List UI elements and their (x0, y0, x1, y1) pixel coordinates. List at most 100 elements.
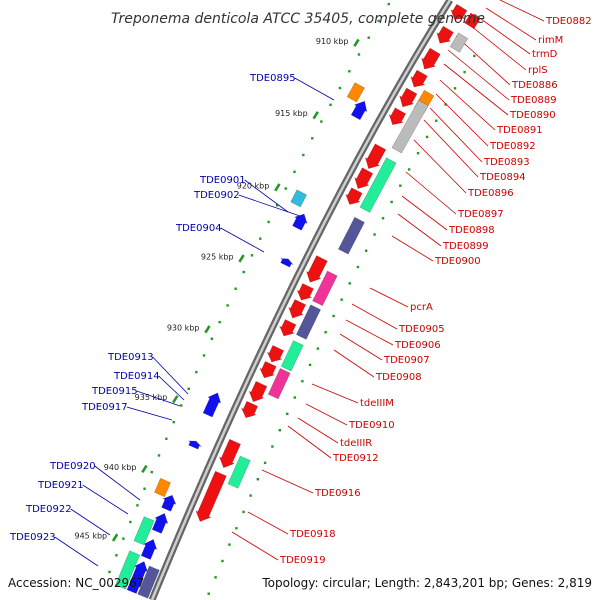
tick-dot (348, 70, 351, 73)
blue-gene-arrow (292, 213, 308, 231)
tick-dot (242, 510, 245, 514)
kbp-tick-label: 940 kbp (104, 463, 137, 472)
blue-gene-arrow (202, 392, 222, 418)
gene-label-tde0915[interactable]: TDE0915 (91, 386, 138, 397)
kbp-tick-mark (238, 254, 245, 263)
gene-label-tde0907[interactable]: TDE0907 (383, 355, 430, 366)
gene-label-tde0912[interactable]: TDE0912 (332, 453, 379, 464)
feature-block (312, 270, 338, 306)
kbp-tick-mark (312, 111, 319, 120)
gene-label-tde0916[interactable]: TDE0916 (314, 488, 361, 499)
gene-label-tde0905[interactable]: TDE0905 (398, 324, 445, 335)
leader-line (339, 333, 383, 361)
feature-block (133, 516, 155, 546)
kbp-tick-label: 910 kbp (316, 37, 349, 46)
gene-label-tde0894[interactable]: TDE0894 (479, 172, 526, 183)
gene-label-tde0901[interactable]: TDE0901 (199, 175, 246, 186)
gene-label-tdeiiir[interactable]: tdeIIIR (340, 438, 372, 449)
gene-label-tde0896[interactable]: TDE0896 (467, 188, 514, 199)
leader-line (70, 508, 111, 536)
leader-line (287, 425, 332, 459)
gene-label-tde0918[interactable]: TDE0918 (289, 529, 336, 540)
leader-line (397, 213, 442, 247)
gene-label-tde0897[interactable]: TDE0897 (457, 209, 504, 220)
gene-label-tde0914[interactable]: TDE0914 (113, 371, 160, 382)
tick-dot (387, 2, 390, 6)
leader-line (455, 35, 511, 86)
tick-dot (311, 137, 314, 140)
gene-label-tde0913[interactable]: TDE0913 (107, 352, 154, 363)
feature-block (295, 304, 322, 340)
feature-block (449, 32, 469, 53)
gene-label-tde0900[interactable]: TDE0900 (434, 256, 481, 267)
leader-line (465, 21, 527, 71)
gene-label-rimm[interactable]: rimM (538, 35, 563, 46)
gene-label-tde0904[interactable]: TDE0904 (175, 223, 222, 234)
gene-label-tde0923[interactable]: TDE0923 (9, 532, 56, 543)
leader-line (405, 171, 457, 215)
gene-label-trmd[interactable]: trmD (532, 49, 558, 60)
gene-label-tde0920[interactable]: TDE0920 (49, 461, 96, 472)
red-gene-arrow (218, 438, 241, 469)
tick-dot (143, 487, 146, 490)
gene-label-tde0898[interactable]: TDE0898 (448, 225, 495, 236)
gene-label-tde0882[interactable]: TDE0882 (545, 16, 592, 27)
gene-labels: TDE0895 TDE0901 TDE0902 TDE0904 TDE0913 TDE09… (9, 16, 592, 566)
tick-dot (381, 217, 385, 220)
tick-dot (259, 237, 262, 240)
gene-label-pcra[interactable]: pcrA (410, 302, 433, 313)
gene-label-tde0902[interactable]: TDE0902 (193, 190, 240, 201)
tick-dot (136, 504, 139, 507)
tick-dot (390, 200, 393, 204)
leader-line (485, 7, 537, 41)
gene-label-tde0886[interactable]: TDE0886 (511, 80, 558, 91)
gene-label-tde0890[interactable]: TDE0890 (509, 110, 556, 121)
tick-dot (267, 220, 270, 224)
kbp-tick-label: 930 kbp (167, 323, 200, 332)
gene-label-tde0917[interactable]: TDE0917 (81, 402, 128, 413)
gene-label-tde0899[interactable]: TDE0899 (442, 241, 489, 252)
tick-dot (172, 420, 175, 424)
gene-label-tde0892[interactable]: TDE0892 (489, 141, 536, 152)
feature-block (137, 565, 160, 599)
leader-line (238, 194, 301, 217)
leader-line (152, 356, 189, 395)
genome-backbone-highlight (150, 0, 452, 600)
red-gene-arrow (345, 187, 363, 205)
leader-line (231, 531, 279, 561)
gene-label-tde0908[interactable]: TDE0908 (375, 372, 422, 383)
leader-line (401, 195, 448, 231)
gene-label-rpls[interactable]: rplS (528, 65, 548, 76)
blue-gene-arrow (151, 512, 169, 534)
gene-label-tdeiiim[interactable]: tdeIIIM (360, 398, 394, 409)
gene-label-tde0910[interactable]: TDE0910 (348, 420, 395, 431)
leader-line (294, 77, 335, 101)
tick-dot (435, 119, 438, 122)
gene-label-tde0895[interactable]: TDE0895 (249, 73, 296, 84)
blue-gene-arrow (188, 440, 202, 450)
red-gene-arrow (305, 255, 328, 283)
red-gene-arrow (399, 87, 418, 108)
tick-dot (275, 204, 279, 207)
tick-dot (187, 387, 190, 391)
tick-dot (308, 363, 312, 367)
tick-dot (293, 170, 296, 173)
gene-label-tde0906[interactable]: TDE0906 (394, 340, 441, 351)
gene-label-tde0893[interactable]: TDE0893 (483, 157, 530, 168)
red-gene-arrow (354, 167, 374, 189)
gene-label-tde0922[interactable]: TDE0922 (25, 504, 72, 515)
gene-label-tde0891[interactable]: TDE0891 (496, 125, 543, 136)
gene-label-tde0921[interactable]: TDE0921 (37, 480, 84, 491)
leader-line (369, 287, 409, 308)
blue-gene-arrow (140, 538, 158, 560)
leader-line (443, 63, 509, 116)
feature-block (267, 368, 291, 400)
map-title: Treponema denticola ATCC 35405, complete… (111, 11, 485, 27)
tick-dot (293, 396, 296, 399)
leader-line (220, 227, 265, 253)
gene-label-tde0919[interactable]: TDE0919 (279, 555, 326, 566)
red-gene-arrow (364, 143, 387, 169)
kbp-tick-mark (172, 395, 179, 404)
tick-dot (286, 412, 289, 416)
gene-label-tde0889[interactable]: TDE0889 (510, 95, 557, 106)
